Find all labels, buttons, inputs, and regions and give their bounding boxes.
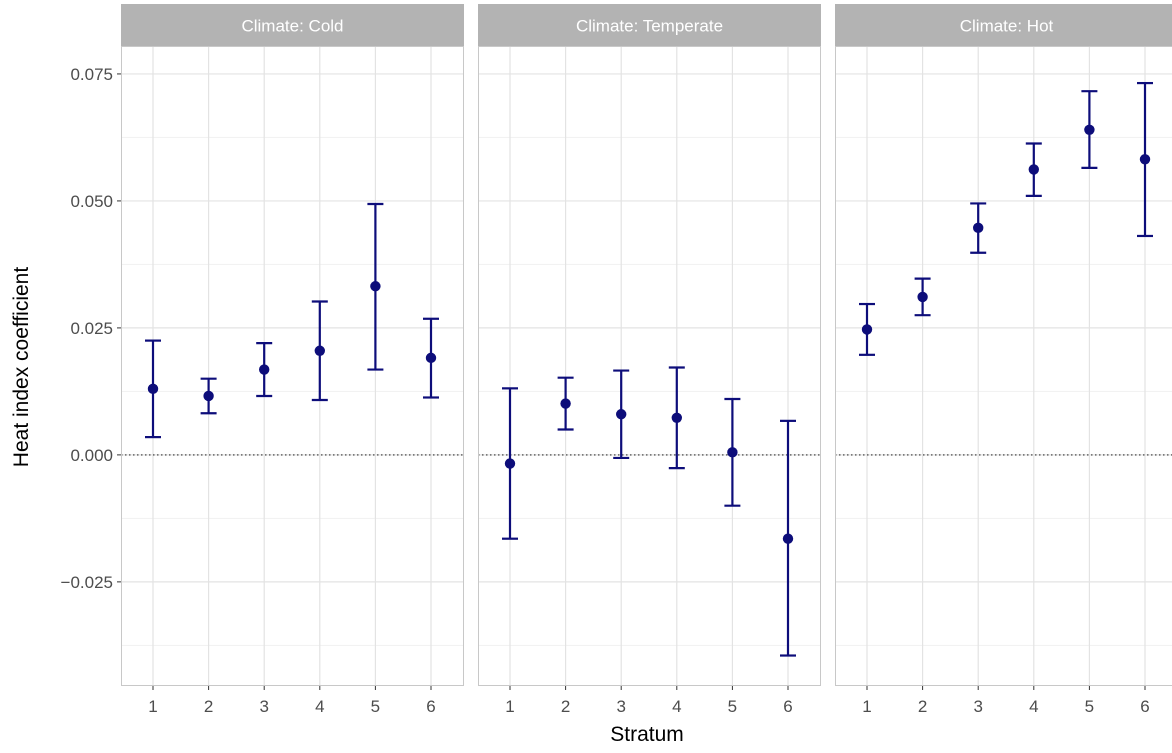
panel-background	[835, 46, 1172, 686]
data-point	[148, 384, 158, 394]
x-tick-label: 5	[728, 697, 737, 716]
panel-2: Climate: Temperate 1 2 3 4 5 6	[478, 4, 821, 716]
y-tick-label: 0.025	[70, 319, 113, 338]
data-point	[917, 292, 927, 302]
facet-strip-label: Climate: Temperate	[576, 17, 723, 36]
panel-1: Climate: Cold 1 2 3 4 5 6	[121, 4, 464, 716]
x-tick-label: 2	[204, 697, 213, 716]
x-tick-label: 1	[148, 697, 157, 716]
data-point	[862, 324, 872, 334]
data-point	[370, 281, 380, 291]
data-point	[973, 223, 983, 233]
x-tick-label: 4	[1029, 697, 1038, 716]
data-point	[1140, 154, 1150, 164]
data-point	[1084, 125, 1094, 135]
data-point	[727, 447, 737, 457]
panel-background	[121, 46, 464, 686]
facet-strip-label: Climate: Hot	[960, 17, 1054, 36]
panels-layer: Climate: Cold 1 2 3 4 5 6 Climate: Temperate 1 2 3…	[121, 4, 1172, 716]
x-tick-label: 3	[973, 697, 982, 716]
data-point	[672, 413, 682, 423]
x-tick-label: 2	[918, 697, 927, 716]
data-point	[315, 346, 325, 356]
x-tick-label: 5	[371, 697, 380, 716]
x-tick-label: 4	[315, 697, 324, 716]
x-tick-label: 6	[783, 697, 792, 716]
x-tick-label: 3	[616, 697, 625, 716]
x-tick-label: 1	[505, 697, 514, 716]
x-tick-label: 6	[1140, 697, 1149, 716]
y-axis: −0.025 0.000 0.025 0.050 0.075	[61, 65, 121, 592]
x-tick-label: 2	[561, 697, 570, 716]
panel-3: Climate: Hot 1 2 3 4 5 6	[835, 4, 1172, 716]
y-tick-label: −0.025	[61, 573, 113, 592]
data-point	[203, 391, 213, 401]
x-tick-label: 1	[862, 697, 871, 716]
y-tick-label: 0.050	[70, 192, 113, 211]
x-tick-label: 5	[1085, 697, 1094, 716]
x-tick-label: 6	[426, 697, 435, 716]
data-point	[1029, 164, 1039, 174]
data-point	[505, 458, 515, 468]
data-point	[783, 533, 793, 543]
x-tick-label: 4	[672, 697, 681, 716]
data-point	[259, 364, 269, 374]
data-point	[426, 353, 436, 363]
facet-strip-label: Climate: Cold	[241, 17, 343, 36]
y-tick-label: 0.000	[70, 446, 113, 465]
x-tick-label: 3	[259, 697, 268, 716]
y-axis-title: Heat index coefficient	[10, 267, 33, 468]
y-tick-label: 0.075	[70, 65, 113, 84]
panel-background	[478, 46, 821, 686]
x-axis-title: Stratum	[610, 723, 684, 746]
data-point	[616, 409, 626, 419]
data-point	[560, 398, 570, 408]
